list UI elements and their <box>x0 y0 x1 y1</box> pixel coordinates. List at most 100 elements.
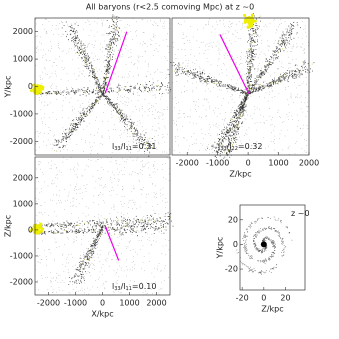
particle <box>144 87 145 88</box>
particle <box>143 292 144 293</box>
particle <box>160 72 161 73</box>
particle <box>250 64 251 65</box>
particle <box>82 117 83 118</box>
particle <box>194 78 195 79</box>
particle <box>196 88 197 89</box>
particle <box>265 67 266 68</box>
particle <box>206 116 207 117</box>
particle <box>111 31 112 32</box>
particle <box>129 174 130 175</box>
particle <box>248 94 249 95</box>
particle <box>213 87 214 88</box>
particle <box>162 253 163 254</box>
particle <box>273 51 274 52</box>
particle <box>95 103 96 104</box>
particle <box>199 71 200 72</box>
particle <box>228 86 229 87</box>
particle <box>233 90 234 91</box>
particle <box>209 73 210 74</box>
particle <box>271 141 272 142</box>
particle <box>102 121 103 122</box>
particle <box>53 290 54 291</box>
particle <box>112 15 113 16</box>
particle <box>193 123 194 124</box>
particle <box>156 227 157 228</box>
particle <box>77 124 78 125</box>
particle <box>265 69 266 70</box>
particle <box>293 26 294 27</box>
particle <box>90 104 91 105</box>
particle <box>98 196 99 197</box>
particle <box>72 150 73 151</box>
particle <box>103 194 104 195</box>
particle <box>223 20 224 21</box>
particle <box>247 96 248 97</box>
particle <box>166 89 167 90</box>
particle <box>242 122 243 123</box>
particle <box>91 109 92 110</box>
particle <box>254 54 255 55</box>
particle <box>150 85 151 86</box>
particle <box>143 92 144 93</box>
particle <box>257 69 258 70</box>
particle <box>216 124 217 125</box>
particle <box>112 48 113 49</box>
particle <box>116 16 117 17</box>
particle <box>74 171 75 172</box>
particle <box>95 280 96 281</box>
particle <box>180 152 181 153</box>
particle <box>247 80 248 81</box>
particle <box>278 77 279 78</box>
particle <box>270 56 271 57</box>
particle <box>83 113 84 114</box>
particle <box>118 91 119 92</box>
particle <box>258 70 259 71</box>
particle <box>285 87 286 88</box>
particle <box>246 61 247 62</box>
particle <box>114 37 115 38</box>
particle <box>293 25 294 26</box>
particle <box>62 280 63 281</box>
particle <box>295 153 296 154</box>
particle <box>231 88 232 89</box>
particle <box>159 45 160 46</box>
particle <box>67 25 68 26</box>
particle <box>45 93 46 94</box>
particle <box>107 46 108 47</box>
particle <box>85 55 86 56</box>
particle <box>82 73 83 74</box>
particle <box>239 122 240 123</box>
particle <box>109 136 110 137</box>
particle <box>236 135 237 136</box>
particle <box>82 89 83 90</box>
particle <box>96 88 97 89</box>
particle <box>124 86 125 87</box>
particle <box>71 41 72 42</box>
particle <box>250 72 251 73</box>
particle <box>166 58 167 59</box>
particle <box>250 45 251 46</box>
particle <box>268 146 269 147</box>
particle <box>52 221 53 222</box>
particle <box>119 27 120 28</box>
particle <box>92 44 93 45</box>
particle <box>142 139 143 140</box>
particle <box>281 19 282 20</box>
particle <box>146 76 147 77</box>
particle <box>94 102 95 103</box>
particle <box>102 88 103 89</box>
particle <box>289 34 290 35</box>
particle <box>288 81 289 82</box>
particle <box>151 88 152 89</box>
particle <box>56 86 57 87</box>
particle <box>188 72 189 73</box>
particle <box>38 49 39 50</box>
particle <box>83 51 84 52</box>
particle <box>98 129 99 130</box>
particle <box>70 125 71 126</box>
particle <box>76 92 77 93</box>
particle <box>76 174 77 175</box>
particle <box>291 96 292 97</box>
particle <box>110 54 111 55</box>
particle <box>135 131 136 132</box>
